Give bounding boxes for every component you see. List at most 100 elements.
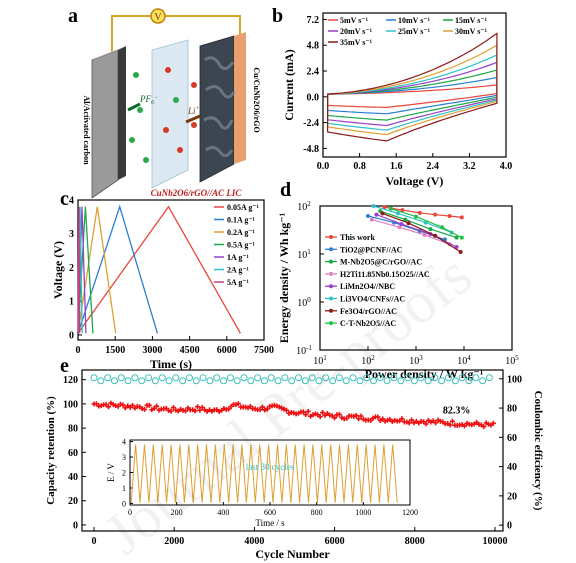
efficiency-marker [254, 374, 262, 382]
x-tick-label: 6000 [325, 536, 345, 547]
legend-label: 5mV s⁻¹ [340, 16, 369, 25]
efficiency-marker [485, 374, 493, 382]
left-electrode-top [92, 46, 126, 60]
ragone-point [428, 227, 433, 232]
efficiency-marker [260, 377, 268, 385]
retention-marker [168, 408, 174, 414]
ragone-point [397, 225, 402, 230]
ragone-point [406, 221, 411, 226]
retention-marker [303, 412, 309, 418]
efficiency-marker [301, 377, 309, 385]
legend-marker [329, 235, 333, 239]
ragone-point [440, 225, 445, 230]
y-tick-label: -2.4 [303, 118, 319, 129]
efficiency-marker [240, 374, 248, 382]
right-electrode-front [199, 35, 235, 183]
efficiency-marker [226, 374, 234, 382]
y-axis-label: Energy density / Wh kg⁻¹ [277, 212, 291, 343]
x-tick-label: 4500 [180, 345, 200, 356]
panel-label-b: b [272, 5, 283, 27]
retention-marker [259, 404, 265, 410]
retention-marker [423, 421, 429, 427]
ragone-point [417, 210, 422, 215]
efficiency-marker [213, 374, 221, 382]
ragone-point [399, 222, 404, 227]
efficiency-marker [342, 377, 350, 385]
efficiency-marker [281, 374, 289, 382]
retention-marker [197, 407, 203, 413]
x-tick-label: 2000 [164, 536, 184, 547]
efficiency-marker [369, 377, 377, 385]
inset-x-label: Time / s [255, 518, 285, 528]
y-tick-label: 2.4 [307, 67, 320, 78]
ragone-line [373, 205, 452, 234]
legend-label: Fe3O4/rGO//AC [340, 307, 397, 316]
legend-marker [329, 247, 333, 252]
inset-x-tick-label: 200 [171, 508, 183, 517]
efficiency-marker [172, 374, 180, 382]
gcd-curve [77, 206, 94, 334]
efficiency-marker [158, 374, 166, 382]
legend-label: 0.2A g⁻¹ [227, 228, 256, 237]
retention-marker [399, 416, 405, 422]
retention-marker [332, 415, 338, 421]
ragone-line [382, 212, 461, 253]
left-electrode-front [91, 49, 119, 199]
y2-tick-label: 60 [507, 433, 517, 444]
legend-marker [329, 284, 333, 289]
ragone-point [374, 212, 379, 217]
y-axis-label: Voltage (V) [51, 241, 65, 299]
efficiency-marker [363, 374, 371, 382]
y-tick-label: 40 [68, 472, 78, 483]
efficiency-marker [383, 377, 391, 385]
legend-label: Li3VO4/CNFs//AC [340, 295, 405, 304]
efficiency-marker [104, 374, 112, 382]
right-electrode-label: Cu/CuNb2O6/rGO [252, 67, 261, 132]
efficiency-marker [397, 377, 405, 385]
schematic-caption: CuNb2O6/rGO//AC LIC [151, 188, 243, 198]
y-tick-label: 7.2 [307, 15, 320, 26]
y-tick-label: 3 [69, 229, 74, 240]
ragone-point [403, 217, 408, 222]
ion-dot [177, 147, 183, 153]
y-tick-label: 60 [68, 448, 78, 459]
inset-x-tick-label: 1000 [355, 508, 371, 517]
y-tick-label: 100 [63, 399, 78, 410]
legend-marker [329, 296, 333, 301]
efficiency-marker [410, 377, 418, 385]
ragone-point [447, 213, 452, 218]
retention-marker [462, 423, 468, 429]
retention-marker [490, 420, 496, 426]
y-axis-label: Current (mA) [282, 49, 296, 120]
efficiency-marker [390, 374, 398, 382]
retention-marker [406, 420, 412, 426]
y-tick-label: -4.8 [303, 144, 319, 155]
efficiency-marker [295, 374, 303, 382]
efficiency-marker [465, 377, 473, 385]
x-axis-label: Voltage (V) [386, 174, 444, 188]
retention-marker [130, 402, 136, 408]
ragone-point [380, 211, 385, 216]
y-tick-label: 0 [73, 520, 78, 531]
retention-marker [320, 410, 326, 416]
retention-marker [353, 413, 359, 419]
x-tick-label: 0.8 [353, 161, 366, 172]
retention-marker [120, 402, 126, 408]
retention-marker [146, 402, 152, 408]
efficiency-marker [417, 374, 425, 382]
ragone-point [422, 232, 427, 237]
tick-label: 101 [313, 354, 327, 367]
ragone-point [414, 214, 418, 219]
x-tick-label: 2.4 [427, 161, 440, 172]
efficiency-marker [179, 377, 187, 385]
inset-y-tick-label: 2 [122, 469, 126, 478]
efficiency-marker [145, 374, 153, 382]
efficiency-marker [404, 374, 412, 382]
ion-dot [129, 137, 135, 143]
retention-marker [170, 405, 176, 411]
x-tick-label: 0 [76, 345, 81, 356]
y2-tick-label: 20 [507, 491, 517, 502]
efficiency-marker [451, 377, 459, 385]
ragone-line [380, 210, 457, 239]
ragone-point [454, 244, 459, 249]
